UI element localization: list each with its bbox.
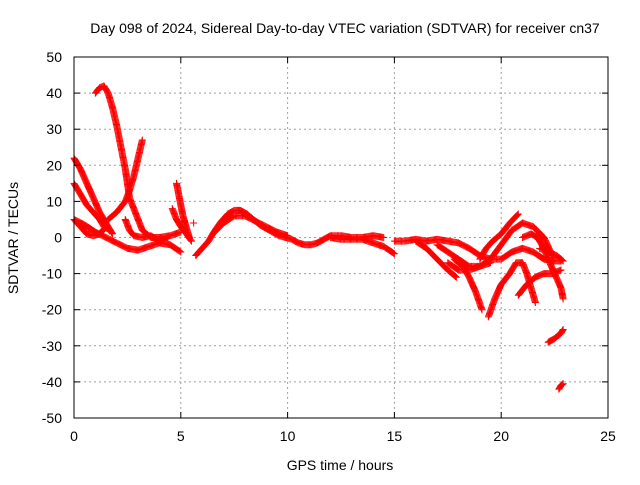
series-arc-f: [104, 136, 146, 223]
y-tick-label: -40: [42, 374, 62, 390]
data-point: [513, 212, 521, 220]
data-point: [380, 234, 388, 241]
data-point: [177, 248, 185, 256]
series-arc-l: [190, 219, 198, 227]
data-point: [558, 256, 566, 264]
data-point: [557, 266, 565, 274]
grid: [74, 57, 608, 418]
series-arc-e: [91, 82, 185, 241]
y-tick-label: 40: [46, 85, 62, 101]
y-tick-label: -10: [42, 266, 62, 282]
x-tick-label: 10: [280, 428, 296, 444]
data-point: [514, 210, 522, 218]
data-point: [531, 298, 539, 306]
y-tick-label: 50: [46, 49, 62, 65]
data-point: [107, 228, 115, 236]
data-point: [101, 223, 109, 231]
data-point: [164, 234, 172, 241]
data-point: [138, 136, 146, 144]
y-tick-label: 10: [46, 193, 62, 209]
series-arc-t: [484, 259, 539, 321]
series-arc-s: [476, 210, 522, 263]
data-point: [559, 380, 567, 388]
data-point: [108, 230, 116, 238]
data-point: [390, 250, 398, 258]
series-arc-g: [121, 215, 172, 245]
data-point: [451, 272, 459, 280]
axis-ticks: 0 5 10 15 20 25 -50 -40 -30 -20 -10 0 10 20 30 40 50: [42, 49, 616, 444]
series-arc-w: [536, 244, 567, 265]
data-point: [190, 219, 198, 227]
data-point: [187, 237, 195, 245]
data-point: [284, 232, 292, 240]
series-arc-q: [450, 255, 486, 314]
series-arc-h: [173, 179, 193, 241]
series-arc-x: [544, 326, 567, 346]
y-tick-label: 20: [46, 157, 62, 173]
data-point: [101, 224, 109, 232]
data-point: [95, 85, 103, 93]
y-tick-label: -20: [42, 302, 62, 318]
data-point: [82, 229, 90, 237]
series-arc-m: [326, 234, 398, 258]
data-point: [187, 236, 195, 244]
y-tick-label: 0: [54, 230, 62, 246]
data-point: [129, 231, 137, 239]
series-arc-i: [168, 205, 195, 245]
data-point: [324, 233, 332, 241]
data-points: [70, 82, 567, 393]
series-arc-p: [412, 237, 460, 281]
chart-title: Day 098 of 2024, Sidereal Day-to-day VTE…: [90, 20, 600, 36]
data-point: [558, 381, 566, 389]
series-arc-j: [192, 206, 388, 260]
data-point: [451, 272, 459, 280]
data-point: [559, 326, 567, 334]
data-point: [557, 255, 565, 263]
data-point: [292, 238, 300, 246]
y-tick-label: 30: [46, 121, 62, 137]
y-tick-label: -50: [42, 410, 62, 426]
x-axis-label: GPS time / hours: [287, 457, 394, 473]
series-arc-y: [555, 380, 567, 393]
data-point: [559, 326, 567, 334]
data-point: [102, 223, 110, 231]
data-point: [558, 327, 566, 335]
y-tick-label: -30: [42, 338, 62, 354]
x-tick-label: 20: [493, 428, 509, 444]
data-point: [478, 306, 486, 314]
x-tick-label: 5: [177, 428, 185, 444]
series-arc-k: [209, 212, 292, 240]
data-point: [176, 247, 184, 255]
x-tick-label: 25: [600, 428, 616, 444]
data-point: [389, 249, 397, 257]
data-point: [558, 380, 566, 388]
data-point: [559, 295, 567, 303]
series-arc-r: [444, 219, 556, 274]
data-point: [452, 273, 460, 281]
x-tick-label: 15: [387, 428, 403, 444]
data-point: [514, 211, 522, 219]
data-point: [559, 257, 567, 265]
data-point: [108, 229, 116, 237]
data-point: [186, 235, 194, 243]
x-tick-label: 0: [70, 428, 78, 444]
y-axis-label: SDTVAR / TECUs: [5, 182, 21, 294]
